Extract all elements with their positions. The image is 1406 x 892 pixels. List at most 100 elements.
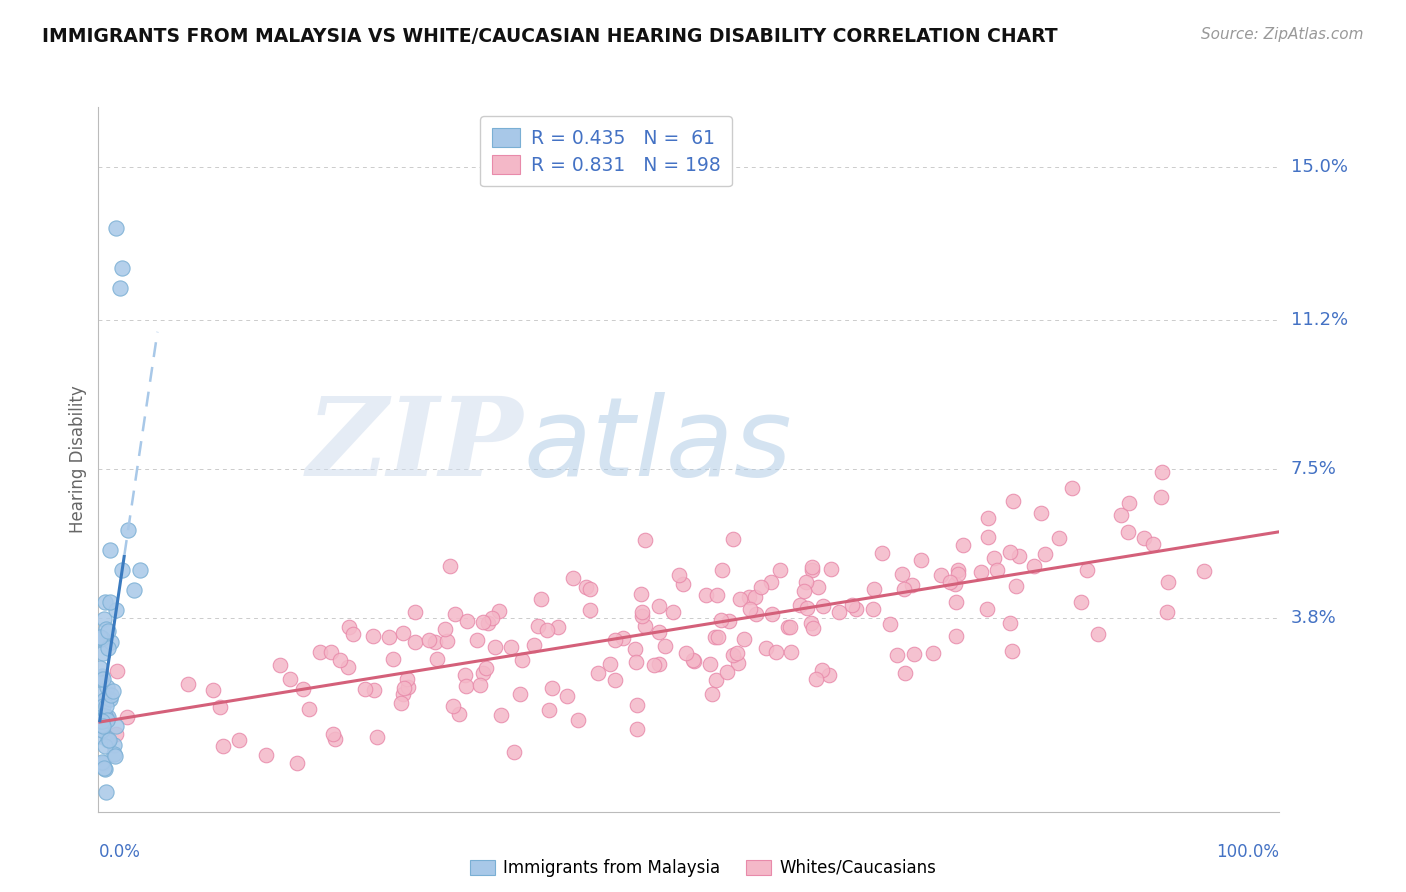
Point bbox=[1157, 575, 1180, 590]
Point bbox=[768, 563, 790, 577]
Point bbox=[1047, 531, 1070, 545]
Point bbox=[298, 701, 321, 715]
Point bbox=[801, 621, 824, 635]
Point bbox=[1060, 481, 1083, 495]
Point bbox=[98, 691, 121, 706]
Point bbox=[426, 652, 449, 666]
Point bbox=[631, 605, 654, 619]
Point bbox=[122, 583, 145, 598]
Point bbox=[363, 683, 385, 698]
Point bbox=[945, 628, 967, 642]
Point bbox=[1001, 644, 1024, 658]
Point bbox=[648, 599, 671, 613]
Point bbox=[683, 654, 706, 668]
Point bbox=[1192, 564, 1215, 578]
Point bbox=[337, 620, 360, 634]
Point bbox=[682, 653, 704, 667]
Point bbox=[910, 553, 932, 567]
Point bbox=[98, 595, 121, 609]
Point bbox=[97, 732, 120, 747]
Point bbox=[477, 615, 499, 630]
Point bbox=[1109, 508, 1132, 523]
Point bbox=[796, 600, 818, 615]
Point bbox=[841, 599, 863, 613]
Point bbox=[309, 645, 332, 659]
Point bbox=[475, 661, 498, 675]
Point bbox=[89, 630, 111, 644]
Point bbox=[943, 577, 966, 591]
Point bbox=[699, 657, 721, 671]
Y-axis label: Hearing Disability: Hearing Disability bbox=[69, 385, 87, 533]
Point bbox=[800, 615, 823, 630]
Point bbox=[103, 747, 125, 761]
Point bbox=[716, 665, 738, 679]
Point bbox=[465, 633, 488, 648]
Point bbox=[804, 672, 827, 686]
Point bbox=[1070, 595, 1092, 609]
Point bbox=[891, 566, 914, 581]
Point bbox=[342, 627, 364, 641]
Point bbox=[721, 533, 744, 547]
Point bbox=[575, 580, 598, 594]
Point bbox=[484, 640, 506, 654]
Point bbox=[93, 595, 115, 609]
Point bbox=[921, 646, 943, 660]
Point bbox=[94, 698, 117, 713]
Point bbox=[128, 563, 150, 577]
Point bbox=[91, 718, 114, 732]
Point bbox=[1142, 536, 1164, 550]
Point bbox=[1116, 524, 1139, 539]
Point bbox=[391, 625, 413, 640]
Point bbox=[103, 738, 125, 752]
Point bbox=[93, 739, 115, 753]
Point bbox=[863, 582, 886, 597]
Point bbox=[439, 558, 461, 573]
Point bbox=[661, 606, 683, 620]
Point bbox=[105, 726, 128, 740]
Point bbox=[1150, 465, 1173, 479]
Point bbox=[1156, 605, 1178, 619]
Point bbox=[733, 632, 755, 646]
Point bbox=[647, 657, 669, 671]
Point bbox=[418, 633, 440, 648]
Point bbox=[759, 574, 782, 589]
Point bbox=[90, 685, 112, 699]
Point bbox=[499, 640, 522, 654]
Point bbox=[704, 673, 727, 688]
Point bbox=[626, 656, 648, 670]
Point bbox=[672, 577, 695, 591]
Point bbox=[97, 710, 120, 724]
Point bbox=[471, 615, 494, 629]
Text: 3.8%: 3.8% bbox=[1291, 609, 1336, 627]
Point bbox=[90, 717, 112, 731]
Text: IMMIGRANTS FROM MALAYSIA VS WHITE/CAUCASIAN HEARING DISABILITY CORRELATION CHART: IMMIGRANTS FROM MALAYSIA VS WHITE/CAUCAS… bbox=[42, 27, 1057, 45]
Point bbox=[104, 748, 127, 763]
Point bbox=[89, 661, 111, 675]
Point bbox=[470, 678, 492, 692]
Point bbox=[111, 563, 134, 577]
Point bbox=[555, 689, 578, 703]
Point bbox=[710, 613, 733, 627]
Point bbox=[91, 755, 114, 769]
Point bbox=[404, 635, 426, 649]
Point bbox=[456, 614, 478, 628]
Point bbox=[630, 586, 652, 600]
Point bbox=[1118, 496, 1140, 510]
Point bbox=[101, 684, 124, 698]
Point bbox=[983, 551, 1005, 566]
Point bbox=[117, 523, 139, 537]
Point bbox=[269, 658, 291, 673]
Point bbox=[648, 624, 671, 639]
Point bbox=[540, 681, 562, 695]
Point bbox=[177, 677, 200, 691]
Point bbox=[744, 590, 766, 604]
Point bbox=[946, 563, 969, 577]
Point bbox=[706, 630, 728, 644]
Point bbox=[278, 673, 301, 687]
Point bbox=[537, 703, 560, 717]
Point bbox=[1133, 531, 1156, 545]
Point bbox=[862, 601, 884, 615]
Point bbox=[727, 657, 749, 671]
Point bbox=[749, 581, 772, 595]
Point bbox=[536, 623, 558, 637]
